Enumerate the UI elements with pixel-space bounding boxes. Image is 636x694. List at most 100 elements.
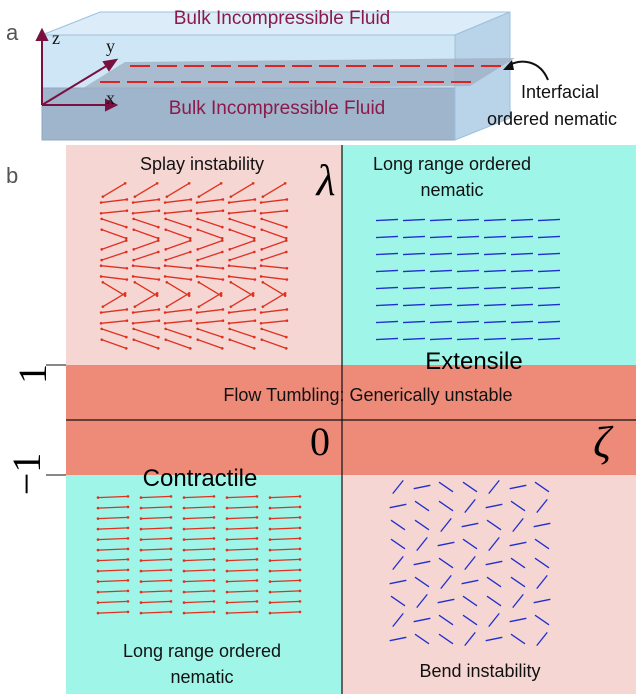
region-label: nematic <box>170 667 233 687</box>
director <box>169 505 173 509</box>
director <box>392 555 404 571</box>
director <box>139 517 143 520</box>
director <box>197 275 223 281</box>
director <box>228 258 231 262</box>
director <box>101 308 127 314</box>
director <box>226 569 258 572</box>
director <box>124 347 128 350</box>
director <box>212 526 216 530</box>
director <box>165 320 191 324</box>
director <box>133 265 159 269</box>
director <box>133 328 159 338</box>
director <box>169 516 173 519</box>
director <box>298 579 302 582</box>
director <box>284 239 288 242</box>
director <box>212 558 216 561</box>
director <box>228 248 232 251</box>
director <box>225 601 229 604</box>
director <box>197 240 223 250</box>
director <box>139 601 143 604</box>
director <box>284 347 288 350</box>
zeta-label: ζ <box>593 418 614 467</box>
director <box>229 210 255 214</box>
axis-label: y <box>106 36 115 56</box>
director <box>198 182 222 198</box>
director <box>261 198 287 204</box>
director <box>375 252 399 256</box>
director <box>298 495 302 498</box>
director <box>268 538 272 541</box>
director <box>483 303 507 307</box>
director <box>429 269 453 273</box>
director <box>512 517 524 533</box>
director <box>261 210 287 214</box>
director <box>183 611 215 614</box>
director <box>139 538 143 541</box>
director <box>156 347 160 350</box>
director <box>225 496 229 499</box>
director <box>182 569 186 573</box>
director <box>488 536 500 552</box>
director <box>164 228 168 231</box>
director <box>96 569 100 573</box>
director <box>182 496 186 499</box>
director <box>126 526 130 530</box>
director <box>189 198 193 201</box>
director <box>402 218 426 222</box>
director <box>261 240 287 250</box>
region-label: Long range ordered <box>123 641 281 661</box>
director <box>100 228 104 231</box>
director <box>225 506 229 510</box>
director <box>389 579 407 585</box>
director <box>225 538 229 541</box>
director <box>96 590 100 594</box>
director <box>283 292 287 295</box>
director <box>255 600 259 603</box>
director <box>169 579 173 582</box>
director <box>483 286 507 290</box>
director <box>126 516 130 519</box>
director <box>226 548 258 551</box>
region-label: Splay instability <box>140 154 264 174</box>
director <box>102 292 126 308</box>
director <box>438 557 454 569</box>
director <box>97 579 129 583</box>
director <box>140 516 172 520</box>
director <box>99 321 103 325</box>
director <box>126 589 130 593</box>
director <box>163 201 167 204</box>
director <box>298 568 302 572</box>
director <box>255 558 259 561</box>
director <box>253 198 257 201</box>
director <box>134 281 158 297</box>
director <box>100 258 103 262</box>
director <box>189 266 193 270</box>
director <box>197 320 223 324</box>
director <box>96 496 100 499</box>
director <box>414 519 430 531</box>
director <box>165 281 169 284</box>
director <box>197 328 223 338</box>
director <box>196 228 200 231</box>
director <box>464 631 476 647</box>
director <box>156 239 160 242</box>
director <box>101 251 127 261</box>
director <box>125 308 129 311</box>
director <box>220 347 224 350</box>
director <box>510 252 534 256</box>
director <box>268 601 272 604</box>
director <box>483 337 507 341</box>
director <box>195 311 199 314</box>
director <box>97 611 129 614</box>
director <box>255 516 259 519</box>
director <box>402 337 426 341</box>
director <box>97 527 129 530</box>
director <box>96 527 100 531</box>
director <box>133 339 159 349</box>
director <box>197 229 223 239</box>
director <box>253 308 257 311</box>
director <box>182 580 186 583</box>
director <box>164 258 167 262</box>
region-label: Long range ordered <box>373 154 531 174</box>
